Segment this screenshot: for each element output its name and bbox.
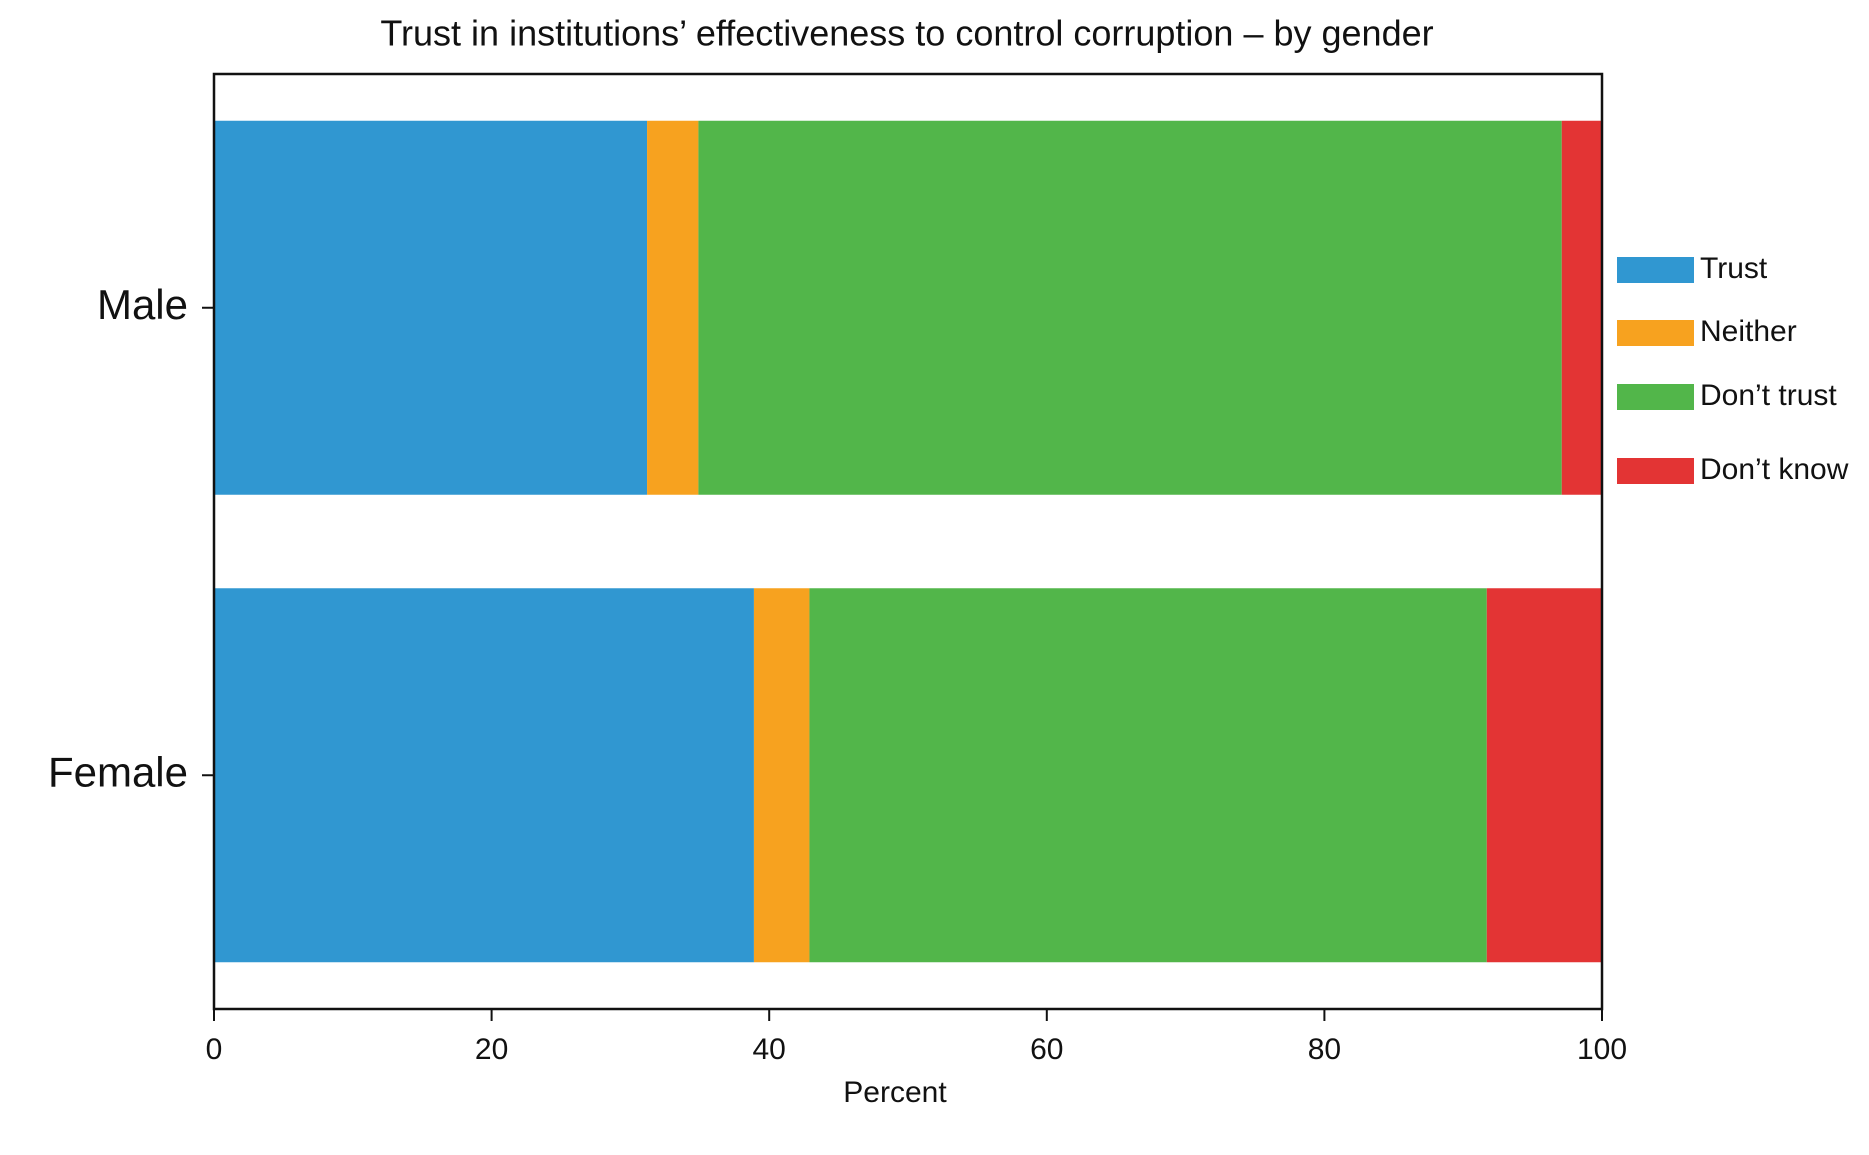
legend-label: Neither xyxy=(1700,315,1797,348)
x-tick-label: 0 xyxy=(206,1033,223,1066)
x-tick-label: 80 xyxy=(1308,1033,1341,1066)
bar-segment xyxy=(214,588,754,963)
x-axis-label: Percent xyxy=(843,1076,947,1109)
legend-label: Trust xyxy=(1700,252,1768,285)
legend-swatch xyxy=(1617,384,1694,410)
bar-segment xyxy=(647,120,699,495)
x-tick-label: 40 xyxy=(753,1033,786,1066)
x-tick-label: 100 xyxy=(1577,1033,1627,1066)
bar-segment xyxy=(809,588,1487,963)
bar-segment xyxy=(698,120,1562,495)
legend-label: Don’t trust xyxy=(1700,379,1837,412)
bar-segment xyxy=(753,588,810,963)
bar-segment xyxy=(1561,120,1602,495)
plot-frame xyxy=(212,72,1604,1011)
x-tick-label: 60 xyxy=(1030,1033,1063,1066)
legend-swatch xyxy=(1617,320,1694,346)
x-tick-label: 20 xyxy=(475,1033,508,1066)
legend-swatch xyxy=(1617,458,1694,484)
y-tick-label: Female xyxy=(48,748,188,795)
bar-segment xyxy=(1486,588,1602,963)
y-tick-label: Male xyxy=(97,281,188,328)
legend-label: Don’t know xyxy=(1700,453,1849,486)
chart-title: Trust in institutions’ effectiveness to … xyxy=(380,13,1433,54)
legend-swatch xyxy=(1617,257,1694,283)
bar-segment xyxy=(214,120,648,495)
